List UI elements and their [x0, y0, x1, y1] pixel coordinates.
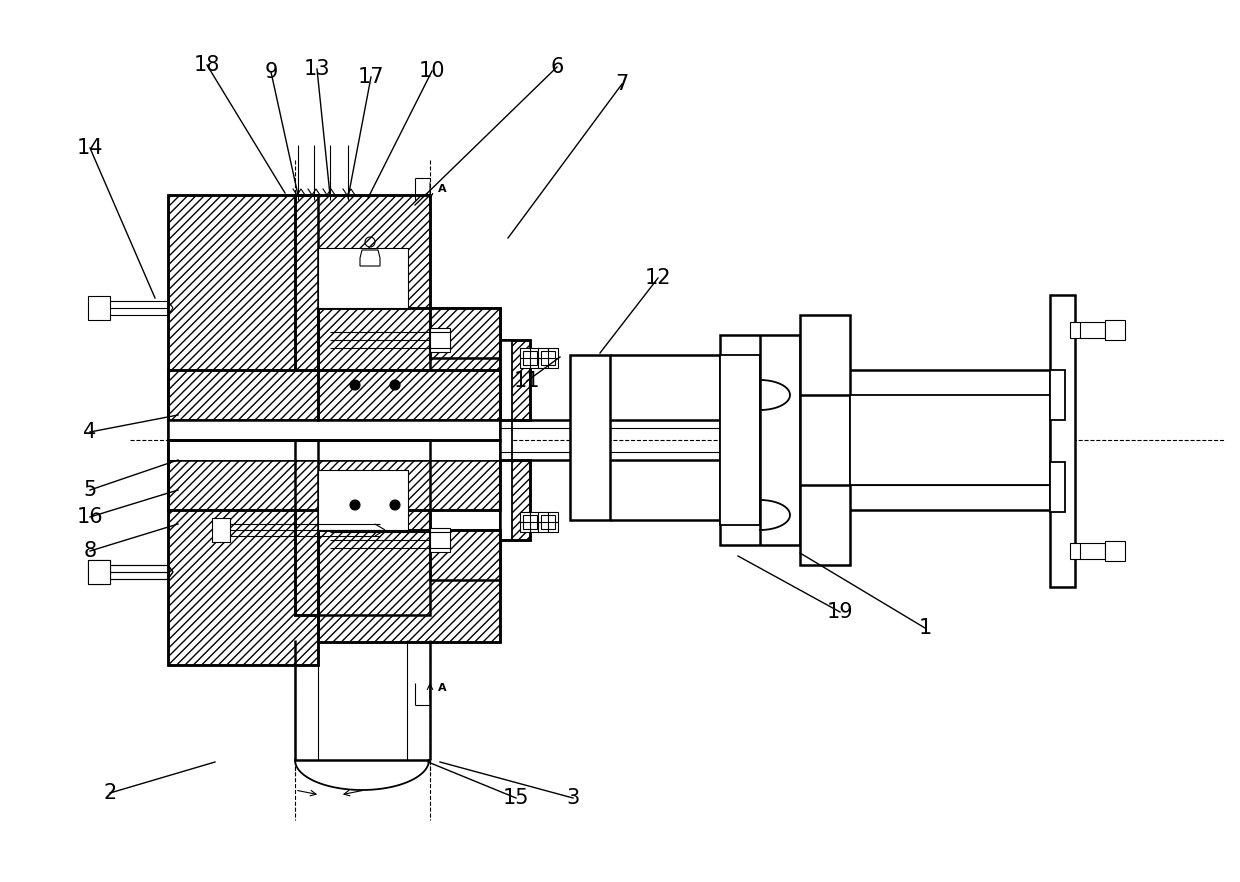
Bar: [500, 340, 529, 420]
Bar: [167, 420, 500, 460]
Bar: [167, 440, 500, 510]
Bar: [430, 528, 450, 552]
Bar: [167, 440, 500, 510]
Bar: [167, 370, 500, 440]
Bar: [1050, 370, 1065, 420]
Circle shape: [391, 380, 401, 390]
Bar: [317, 308, 500, 420]
Text: 6: 6: [551, 57, 564, 77]
Text: 2: 2: [103, 783, 117, 803]
Bar: [1105, 320, 1125, 340]
Bar: [317, 530, 500, 642]
Text: 5: 5: [83, 480, 97, 500]
Bar: [500, 340, 529, 420]
Bar: [430, 308, 500, 358]
Bar: [720, 355, 760, 525]
Bar: [500, 340, 512, 540]
Bar: [1070, 543, 1105, 559]
Bar: [849, 395, 1050, 485]
Text: 15: 15: [502, 788, 529, 808]
Bar: [430, 308, 500, 358]
Text: 4: 4: [83, 422, 97, 442]
Text: 13: 13: [304, 59, 330, 79]
Bar: [295, 440, 430, 615]
Text: 3: 3: [567, 788, 579, 808]
Bar: [295, 440, 430, 615]
Text: 9: 9: [264, 62, 278, 82]
Bar: [317, 530, 500, 642]
Text: 19: 19: [827, 602, 853, 622]
Bar: [570, 355, 610, 520]
Bar: [295, 195, 430, 370]
Bar: [720, 335, 800, 545]
Bar: [520, 512, 539, 532]
Bar: [520, 348, 539, 368]
Bar: [1070, 322, 1105, 338]
Bar: [317, 308, 500, 420]
Text: A: A: [438, 683, 446, 693]
Bar: [317, 470, 408, 530]
Text: 10: 10: [419, 61, 445, 81]
Bar: [523, 515, 537, 529]
Bar: [167, 195, 317, 420]
Bar: [430, 328, 450, 352]
Bar: [500, 460, 529, 540]
Text: 17: 17: [358, 67, 384, 87]
Bar: [295, 195, 430, 370]
Text: 7: 7: [615, 74, 629, 94]
Bar: [1105, 541, 1125, 561]
Bar: [523, 351, 537, 365]
Bar: [88, 296, 110, 320]
Circle shape: [350, 500, 360, 510]
Circle shape: [350, 380, 360, 390]
Text: 18: 18: [193, 55, 221, 75]
Bar: [500, 460, 529, 540]
Circle shape: [391, 500, 401, 510]
Bar: [541, 515, 556, 529]
Bar: [1050, 462, 1065, 512]
Text: A: A: [438, 184, 446, 194]
Text: 14: 14: [77, 138, 103, 158]
Polygon shape: [360, 250, 379, 266]
Text: 16: 16: [77, 507, 103, 527]
Text: 11: 11: [513, 371, 541, 391]
Bar: [167, 195, 317, 420]
Bar: [538, 512, 558, 532]
Bar: [800, 315, 849, 565]
Bar: [538, 348, 558, 368]
Text: 8: 8: [83, 541, 97, 561]
Bar: [167, 440, 317, 665]
Bar: [1050, 295, 1075, 587]
Bar: [167, 370, 500, 440]
Text: 1: 1: [919, 618, 931, 638]
Text: 12: 12: [645, 268, 671, 288]
Bar: [212, 518, 229, 542]
Bar: [88, 560, 110, 584]
Bar: [317, 248, 408, 308]
Bar: [430, 530, 500, 580]
Bar: [167, 440, 317, 665]
Bar: [430, 530, 500, 580]
Bar: [541, 351, 556, 365]
Bar: [88, 560, 110, 584]
